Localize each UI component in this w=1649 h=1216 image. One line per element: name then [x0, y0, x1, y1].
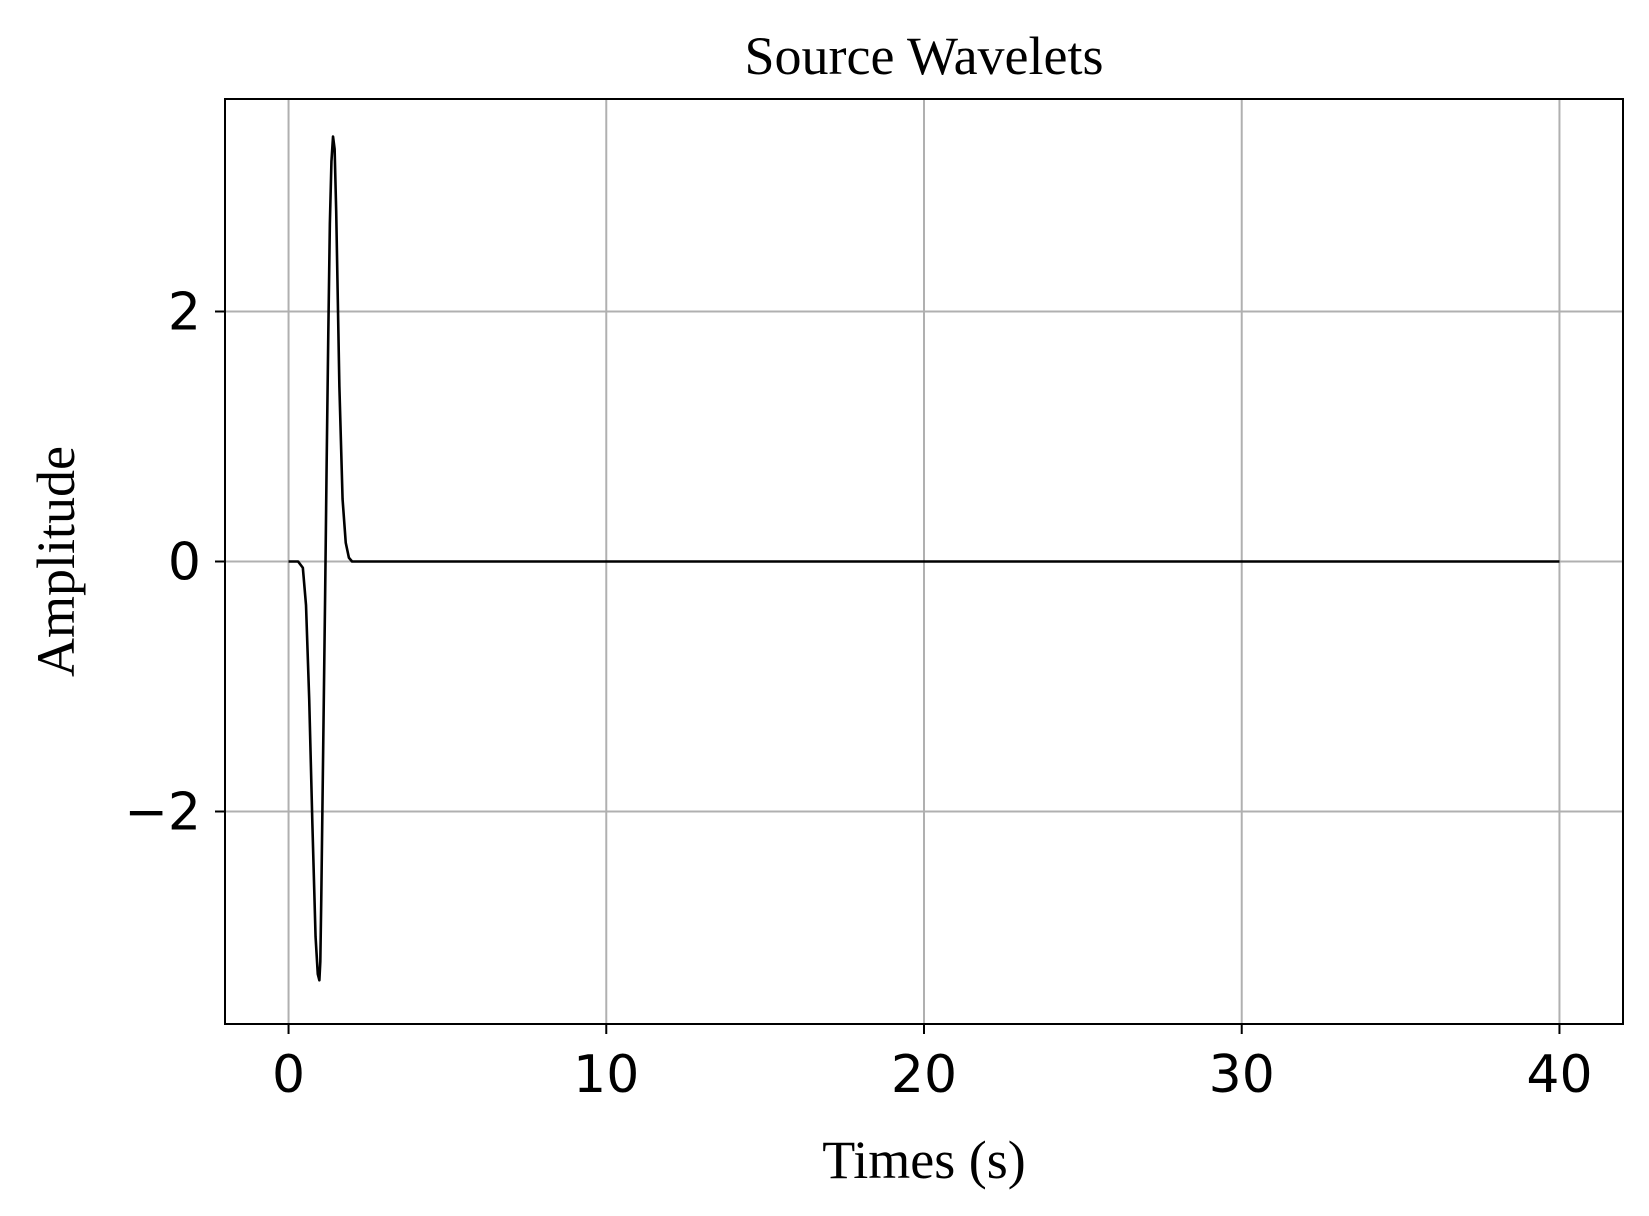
x-tick-label: 20 — [891, 1045, 957, 1105]
y-axis-label: Amplitude — [26, 446, 86, 677]
x-tick-label: 0 — [272, 1045, 305, 1105]
y-tick-label: −2 — [124, 783, 201, 843]
x-tick-label: 30 — [1209, 1045, 1275, 1105]
y-tick-label: 2 — [168, 283, 201, 343]
series-layer — [288, 135, 1560, 982]
y-tick-label: 0 — [168, 533, 201, 593]
chart-title: Source Wavelets — [744, 26, 1103, 86]
x-tick-label: 40 — [1526, 1045, 1592, 1105]
series-line — [288, 135, 1560, 982]
axis-ticks: 0 10 20 30 40 −2 0 2 — [124, 283, 1592, 1106]
x-axis-label: Times (s) — [822, 1130, 1026, 1190]
x-tick-label: 10 — [573, 1045, 639, 1105]
